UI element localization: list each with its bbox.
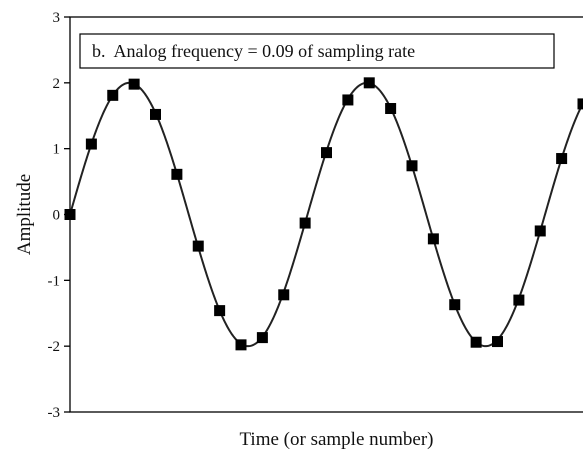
y-tick-label: 0 bbox=[53, 208, 61, 224]
sample-point bbox=[535, 225, 546, 236]
sample-point bbox=[171, 169, 182, 180]
sample-point bbox=[214, 305, 225, 316]
sample-point bbox=[278, 289, 289, 300]
sample-point bbox=[193, 241, 204, 252]
sample-point bbox=[236, 339, 247, 350]
x-axis-label: Time (or sample number) bbox=[239, 429, 433, 450]
y-tick-label: -2 bbox=[48, 339, 61, 355]
sample-point bbox=[257, 332, 268, 343]
plot-frame bbox=[70, 17, 583, 412]
sample-point bbox=[321, 147, 332, 158]
chart-title: b. Analog frequency = 0.09 of sampling r… bbox=[92, 41, 415, 61]
sample-point bbox=[471, 337, 482, 348]
sample-point bbox=[556, 153, 567, 164]
sample-point bbox=[449, 299, 460, 310]
sample-point bbox=[364, 77, 375, 88]
sample-point bbox=[300, 218, 311, 229]
analog-signal-line bbox=[70, 83, 583, 346]
sample-point bbox=[107, 90, 118, 101]
y-tick-label: 1 bbox=[53, 142, 61, 158]
y-tick-label: 2 bbox=[53, 76, 61, 92]
sample-point bbox=[150, 109, 161, 120]
y-tick-label: 3 bbox=[53, 10, 61, 26]
sample-point bbox=[513, 295, 524, 306]
sample-point bbox=[428, 233, 439, 244]
plot-area bbox=[65, 17, 583, 412]
sample-point bbox=[129, 79, 140, 90]
y-tick-label: -1 bbox=[48, 273, 61, 289]
y-axis-label: Amplitude bbox=[14, 174, 35, 255]
sample-point bbox=[492, 336, 503, 347]
annotation-box: b. Analog frequency = 0.09 of sampling r… bbox=[80, 34, 554, 68]
sample-point bbox=[86, 139, 97, 150]
sample-point bbox=[342, 94, 353, 105]
sample-point bbox=[578, 98, 583, 109]
sample-point bbox=[385, 103, 396, 114]
sample-point bbox=[407, 160, 418, 171]
y-tick-label: -3 bbox=[48, 405, 61, 421]
